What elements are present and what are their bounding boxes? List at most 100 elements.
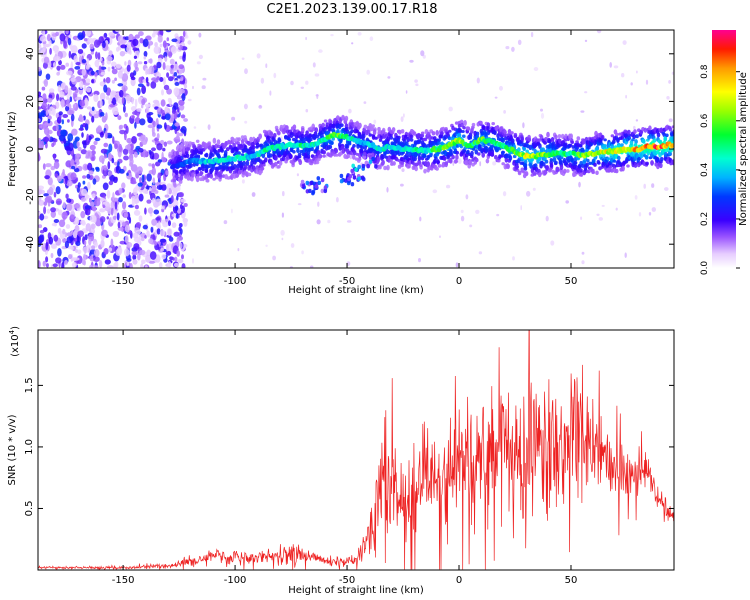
ridge-halo	[451, 154, 455, 160]
noise-blob	[121, 182, 126, 189]
faint-blob	[349, 153, 353, 160]
ridge-halo	[504, 157, 509, 163]
noise-blob	[178, 226, 182, 232]
side-lobe-blob	[305, 180, 310, 186]
noise-blob	[121, 221, 126, 227]
ridge-halo	[419, 137, 424, 141]
ridge-halo	[434, 156, 438, 160]
noise-blob	[144, 190, 149, 195]
noise-blob	[98, 65, 102, 74]
noise-blob	[98, 260, 103, 268]
noise-blob	[70, 172, 77, 181]
noise-blob	[153, 30, 156, 36]
faint-blob	[452, 160, 455, 167]
noise-blob	[38, 199, 45, 206]
faint-blob	[494, 96, 498, 99]
noise-blob	[66, 198, 72, 203]
noise-blob	[179, 55, 183, 60]
faint-blob	[584, 91, 588, 94]
noise-blob	[86, 106, 92, 110]
ridge-halo	[240, 138, 245, 144]
faint-blob	[432, 189, 438, 194]
ridge-halo	[301, 127, 305, 133]
faint-blob	[231, 116, 236, 121]
ridge-halo	[409, 134, 414, 139]
ridge-halo	[312, 135, 317, 141]
noise-blob	[39, 229, 45, 234]
noise-blob	[45, 195, 53, 203]
noise-blob	[99, 66, 107, 70]
noise-blob	[92, 205, 97, 212]
noise-blob	[66, 98, 70, 107]
noise-blob	[156, 61, 162, 69]
noise-blob	[159, 43, 163, 48]
ridge-halo	[543, 170, 548, 174]
noise-blob	[178, 104, 185, 111]
noise-blob	[132, 254, 137, 260]
faint-blob	[296, 173, 299, 177]
ridge-halo	[524, 172, 529, 176]
noise-blob	[44, 175, 50, 180]
ridge-halo	[260, 166, 265, 171]
faint-blob	[624, 252, 627, 258]
noise-blob	[128, 216, 132, 224]
noise-blob	[123, 105, 126, 113]
ridge-halo	[178, 179, 183, 184]
noise-blob	[174, 122, 180, 127]
noise-blob	[181, 254, 184, 260]
faint-blob	[517, 39, 522, 45]
x-tick-label: 0	[456, 575, 462, 586]
snr-marks	[38, 330, 674, 570]
faint-blob	[503, 110, 506, 114]
ridge-halo	[523, 166, 528, 171]
noise-blob	[123, 155, 129, 161]
noise-blob	[124, 112, 128, 118]
noise-blob	[91, 79, 94, 84]
noise-blob	[45, 110, 49, 116]
noise-blob	[65, 105, 70, 112]
ridge-halo	[419, 164, 423, 167]
faint-blob	[621, 73, 625, 78]
noise-blob	[133, 209, 141, 216]
noise-blob	[180, 76, 184, 82]
faint-blob	[202, 77, 207, 81]
y-tick-label: 1.0	[24, 439, 35, 455]
noise-blob	[113, 262, 118, 268]
noise-blob	[107, 170, 113, 176]
ridge-halo	[204, 176, 208, 180]
ridge-halo	[204, 152, 209, 158]
noise-blob	[69, 96, 73, 103]
ridge-halo	[420, 131, 425, 135]
noise-blob	[55, 31, 59, 37]
noise-blob	[131, 251, 138, 256]
noise-blob	[117, 83, 124, 87]
ridge-halo	[576, 136, 581, 141]
noise-blob	[181, 263, 186, 268]
faint-blob	[305, 36, 307, 41]
noise-blob	[42, 136, 50, 143]
noise-blob	[83, 240, 87, 246]
noise-blob	[100, 71, 106, 76]
faint-blob	[550, 240, 555, 246]
noise-blob	[105, 77, 111, 84]
noise-blob	[88, 238, 92, 246]
ridge-halo	[392, 161, 396, 166]
noise-blob	[43, 56, 50, 64]
ridge-halo	[586, 158, 590, 163]
noise-blob	[134, 199, 138, 205]
faint-blob	[540, 108, 543, 112]
noise-blob	[65, 62, 69, 67]
noise-blob	[158, 221, 161, 229]
noise-blob	[115, 248, 122, 256]
ridge-halo	[227, 139, 231, 145]
ridge-halo	[466, 149, 470, 155]
faint-blob	[465, 194, 469, 200]
ridge-halo	[525, 149, 529, 154]
noise-blob	[162, 62, 166, 70]
side-lobe-blob	[374, 164, 378, 169]
x-tick-label: -100	[224, 575, 247, 586]
ridge-halo	[558, 160, 563, 165]
noise-blob	[155, 254, 161, 263]
ridge-halo	[331, 123, 336, 129]
ridge-halo	[309, 129, 314, 133]
